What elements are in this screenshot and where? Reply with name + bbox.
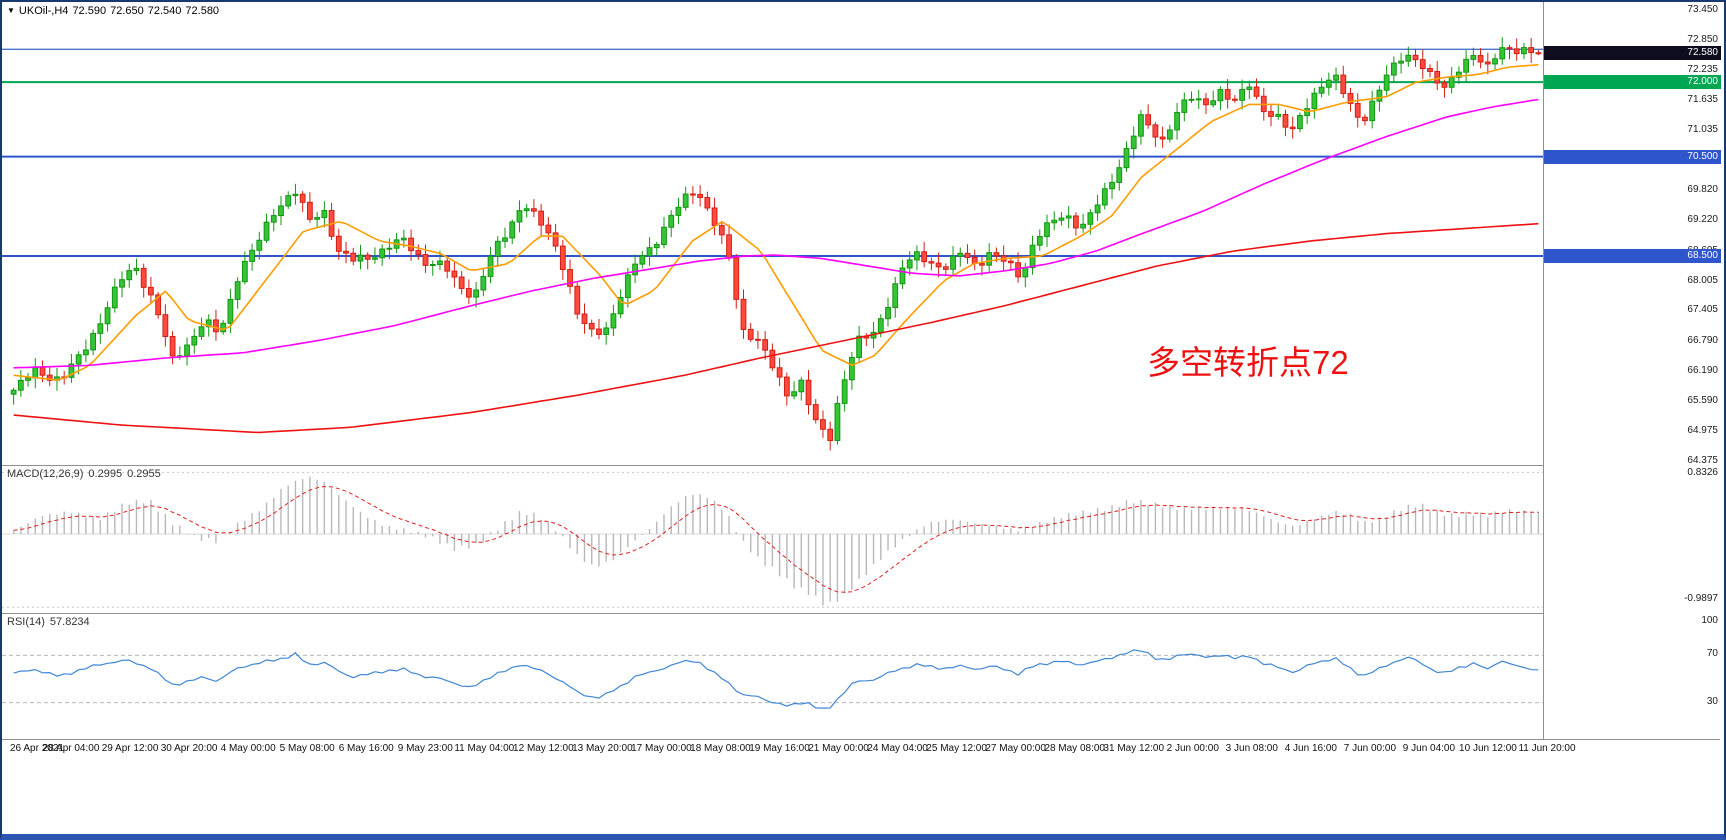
time-axis-label: 9 Jun 04:00 (1402, 743, 1456, 754)
time-axis-label: 21 May 00:00 (808, 743, 869, 754)
rsi-label: RSI(14) 57.8234 (7, 616, 95, 628)
macd-histogram (12, 476, 1540, 606)
time-axis-label: 28 Apr 04:00 (42, 743, 100, 754)
price-level-badge: 70.500 (1544, 149, 1721, 164)
price-axis-label: 64.975 (1687, 425, 1718, 437)
ohlc-low: 72.540 (147, 5, 182, 17)
time-axis-label: 26 Apr 2021 (10, 743, 64, 754)
macd-value: 0.2995 (88, 468, 123, 480)
time-axis-label: 24 May 04:00 (867, 743, 928, 754)
time-axis-label: 17 May 00:00 (631, 743, 692, 754)
rsi-name: RSI(14) (7, 616, 45, 628)
macd-scale-min: -0.9897 (1684, 593, 1718, 604)
time-axis-label: 30 Apr 20:00 (160, 743, 218, 754)
time-axis-label: 6 May 16:00 (338, 743, 394, 754)
macd-panel[interactable]: MACD(12,26,9) 0.2995 0.2955 (2, 466, 1543, 613)
time-axis-label: 10 Jun 12:00 (1459, 743, 1517, 754)
panel-separator[interactable] (2, 613, 1720, 614)
current-price-badge: 72.580 (1544, 46, 1721, 61)
price-axis-label: 72.850 (1687, 33, 1718, 45)
time-axis-label: 13 May 20:00 (572, 743, 633, 754)
time-axis-label: 5 May 08:00 (279, 743, 335, 754)
rsi-canvas[interactable] (2, 614, 1543, 739)
time-axis-label: 12 May 12:00 (513, 743, 574, 754)
macd-signal-line (13, 485, 1539, 593)
time-axis-label: 27 May 00:00 (985, 743, 1046, 754)
price-axis[interactable]: 0.8326 -0.9897 100 70 30 73.450 72.850 72.… (1543, 2, 1721, 739)
macd-name: MACD(12,26,9) (7, 468, 84, 480)
macd-label: MACD(12,26,9) 0.2995 0.2955 (7, 468, 166, 480)
ma-fast-orange (13, 63, 1539, 381)
time-axis-label: 2 Jun 00:00 (1166, 743, 1219, 754)
symbol-period: UKOil-,H4 (18, 5, 69, 17)
rsi-level-70: 70 (1706, 648, 1718, 659)
rsi-value: 57.8234 (49, 616, 90, 628)
rsi-level-30: 30 (1706, 696, 1718, 707)
price-axis-label: 66.190 (1687, 364, 1718, 376)
rsi-scale-100: 100 (1701, 615, 1718, 626)
time-axis-label: 25 May 12:00 (926, 743, 987, 754)
price-chart-panel[interactable]: ▼ UKOil-,H4 72.590 72.650 72.540 72.580 多空转折点… (2, 2, 1543, 465)
price-axis-label: 67.405 (1687, 304, 1718, 316)
annotation-text[interactable]: 多空转折点72 (1147, 344, 1349, 381)
candlesticks (10, 37, 1542, 451)
time-axis-label: 4 Jun 16:00 (1284, 743, 1337, 754)
ma-mid-magenta (13, 98, 1539, 369)
price-axis-label: 64.375 (1687, 455, 1718, 467)
price-axis-label: 73.450 (1687, 4, 1718, 15)
time-axis-label: 31 May 12:00 (1103, 743, 1165, 754)
time-axis-label: 11 May 04:00 (454, 743, 515, 754)
time-axis-label: 18 May 08:00 (690, 743, 751, 754)
rsi-line (13, 649, 1539, 709)
price-level-badge: 68.500 (1544, 249, 1721, 263)
time-axis-label: 7 Jun 00:00 (1343, 743, 1397, 754)
ohlc-close: 72.580 (185, 5, 220, 17)
time-axis-label: 28 May 08:00 (1044, 743, 1105, 754)
price-axis-label: 65.590 (1687, 394, 1718, 406)
rsi-panel[interactable]: RSI(14) 57.8234 (2, 614, 1543, 739)
time-axis-label: 29 Apr 12:00 (101, 743, 159, 754)
price-axis-label: 72.235 (1687, 64, 1718, 76)
time-axis-label: 19 May 16:00 (749, 743, 810, 754)
price-chart-canvas[interactable] (2, 2, 1543, 465)
ohlc-open: 72.590 (72, 5, 107, 17)
price-level-badge: 72.000 (1544, 75, 1721, 90)
macd-canvas[interactable] (2, 466, 1543, 613)
time-axis-label: 9 May 23:00 (397, 743, 453, 754)
price-axis-label: 66.790 (1687, 335, 1718, 346)
price-axis-label: 69.220 (1687, 214, 1718, 226)
price-axis-label: 71.635 (1687, 94, 1718, 106)
ohlc-high: 72.650 (110, 5, 144, 17)
macd-signal-value: 0.2955 (127, 468, 161, 480)
time-axis[interactable]: 26 Apr 2021 28 Apr 04:00 29 Apr 12:00 30 Ap… (2, 740, 1724, 758)
price-axis-label: 71.035 (1687, 124, 1718, 136)
time-axis-label: 4 May 00:00 (220, 743, 276, 754)
chart-title: ▼ UKOil-,H4 72.590 72.650 72.540 72.580 (7, 5, 223, 17)
price-axis-label: 68.005 (1687, 274, 1718, 286)
dropdown-triangle-icon[interactable]: ▼ (7, 6, 15, 15)
time-axis-label: 3 Jun 08:00 (1225, 743, 1278, 754)
time-axis-separator (2, 739, 1720, 740)
ma-slow-red (13, 222, 1539, 434)
price-axis-label: 69.820 (1687, 184, 1718, 196)
panel-separator[interactable] (2, 465, 1720, 466)
macd-scale-max: 0.8326 (1687, 467, 1718, 478)
time-axis-label: 11 Jun 20:00 (1518, 743, 1576, 754)
